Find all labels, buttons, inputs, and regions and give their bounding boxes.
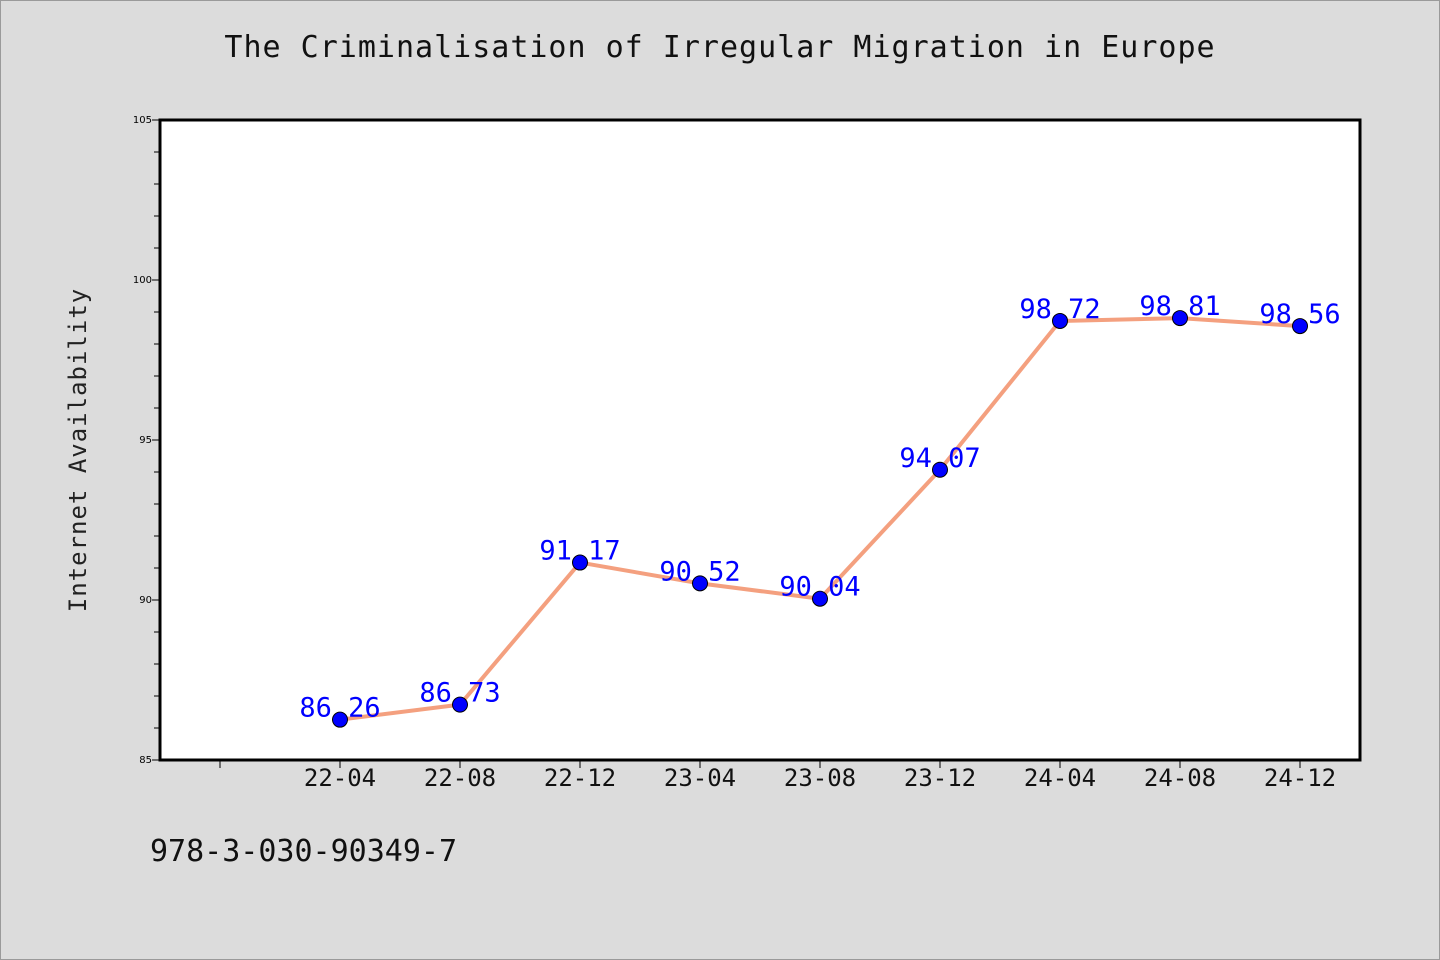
data-label: 98.81 bbox=[1139, 291, 1220, 322]
y-tick-label: 105 bbox=[133, 115, 152, 126]
x-tick-label: 23-04 bbox=[664, 764, 736, 792]
x-tick-label: 24-12 bbox=[1264, 764, 1336, 792]
chart-title: The Criminalisation of Irregular Migrati… bbox=[224, 30, 1216, 65]
x-tick-label: 23-12 bbox=[904, 764, 976, 792]
y-tick-label: 85 bbox=[139, 755, 152, 766]
data-point bbox=[332, 711, 348, 728]
data-label: 86.73 bbox=[419, 678, 500, 709]
isbn-text: 978-3-030-90349-7 bbox=[150, 834, 458, 869]
x-tick-label: 24-08 bbox=[1144, 764, 1216, 792]
x-tick-label: 22-08 bbox=[424, 764, 496, 792]
x-tick-label: 23-08 bbox=[784, 764, 856, 792]
x-tick-label: 24-04 bbox=[1024, 764, 1096, 792]
x-tick-label: 22-04 bbox=[304, 764, 376, 792]
plot-frame bbox=[158, 118, 1362, 762]
data-label: 91.17 bbox=[539, 536, 620, 567]
data-label: 94.07 bbox=[899, 443, 980, 474]
data-point bbox=[812, 590, 828, 607]
y-tick-label: 90 bbox=[139, 595, 152, 606]
data-point bbox=[1172, 310, 1188, 327]
data-point bbox=[1052, 312, 1068, 329]
data-label: 90.52 bbox=[659, 556, 740, 587]
y-tick-label: 95 bbox=[139, 435, 152, 446]
data-point bbox=[1292, 318, 1308, 335]
data-label: 98.72 bbox=[1019, 294, 1100, 325]
data-label: 98.56 bbox=[1259, 299, 1340, 330]
data-label: 86.26 bbox=[299, 693, 380, 724]
data-point bbox=[692, 575, 708, 592]
data-point bbox=[932, 461, 948, 478]
data-label: 90.04 bbox=[779, 572, 860, 603]
y-tick-label: 100 bbox=[133, 275, 152, 286]
data-point bbox=[572, 554, 588, 571]
data-point bbox=[452, 696, 468, 713]
plot-area bbox=[160, 120, 1360, 760]
x-tick-label: 22-12 bbox=[544, 764, 616, 792]
